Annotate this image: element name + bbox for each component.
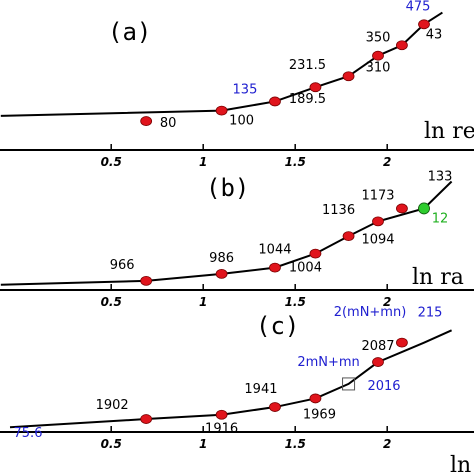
data-label: 80 xyxy=(160,116,177,131)
panel-label: (b) xyxy=(206,174,249,202)
data-label: 100 xyxy=(229,114,254,129)
data-point xyxy=(342,231,355,242)
data-point xyxy=(215,105,228,116)
data-point xyxy=(215,268,228,279)
data-point xyxy=(309,393,322,404)
data-point xyxy=(269,96,281,107)
panel-1: 0.5 1 1.5 2 (a) ln re 80 100 135 189.5 231.5 310 350… xyxy=(0,0,474,169)
data-label: 133 xyxy=(428,169,453,184)
panel-label: (a) xyxy=(108,18,151,46)
data-label: 2087 xyxy=(361,339,394,354)
data-point xyxy=(309,82,322,93)
data-point xyxy=(140,414,153,424)
data-label: 43 xyxy=(426,27,443,42)
data-label: 1916 xyxy=(205,422,238,437)
data-point xyxy=(269,402,281,412)
x-tick-label: 0.5 xyxy=(101,437,122,451)
x-tick-label: 2 xyxy=(383,437,391,451)
data-point xyxy=(215,409,228,420)
data-label: 231.5 xyxy=(289,58,326,73)
data-point xyxy=(342,377,356,391)
x-tick-label: 1.5 xyxy=(285,437,306,451)
data-point xyxy=(372,50,384,61)
data-point xyxy=(309,248,322,259)
data-label: 135 xyxy=(233,82,258,97)
x-tick-label: 1 xyxy=(199,155,207,169)
data-point xyxy=(140,275,153,286)
data-label: 2016 xyxy=(367,379,400,394)
data-point xyxy=(140,116,153,126)
x-tick-label: 0.5 xyxy=(101,155,122,169)
x-tick-label: 1.5 xyxy=(285,295,306,309)
data-label: 986 xyxy=(209,251,234,266)
x-tick-label: 1.5 xyxy=(285,155,306,169)
x-axis-label: ln xyxy=(450,453,471,474)
data-label: 310 xyxy=(366,61,391,76)
x-tick-label: 1 xyxy=(199,295,207,309)
data-label: 1902 xyxy=(96,398,129,413)
data-label: 350 xyxy=(366,31,391,46)
data-label: 1173 xyxy=(361,188,394,203)
panel-2: 0.5 1 1.5 2 (b) ln ra 966 986 1044 1004 1136 1173 10… xyxy=(0,169,474,309)
x-axis-label: ln ra xyxy=(412,265,464,290)
x-tick-label: 2 xyxy=(383,295,391,309)
data-point xyxy=(418,202,430,215)
data-label: 966 xyxy=(110,258,135,273)
data-point xyxy=(372,216,384,227)
data-label: 189.5 xyxy=(289,92,326,107)
x-tick-label: 2 xyxy=(383,155,391,169)
panel-label: (c) xyxy=(256,312,299,340)
x-tick-label: 1 xyxy=(199,437,207,451)
data-point xyxy=(396,40,408,51)
data-label: 1044 xyxy=(258,243,291,258)
data-point xyxy=(396,203,408,214)
data-label: 1136 xyxy=(322,203,355,218)
data-label: 1004 xyxy=(289,261,322,276)
data-label: 475 xyxy=(406,0,431,14)
data-label: 1941 xyxy=(244,382,277,397)
data-point xyxy=(418,19,430,30)
data-point xyxy=(372,357,384,367)
panel-3: 0.5 1 1.5 2 (c) ln 1902 1916 1941 1969 2087 2016 2(m… xyxy=(0,305,474,474)
data-point xyxy=(342,71,355,82)
data-label: 1969 xyxy=(303,407,336,422)
data-label: 2(mN+mn) xyxy=(334,305,407,320)
data-label: 1094 xyxy=(361,232,394,247)
data-label: 2mN+mn xyxy=(297,355,359,370)
data-label: 12 xyxy=(432,211,449,226)
data-label: 75.6 xyxy=(14,426,43,441)
data-label: 215 xyxy=(418,306,443,321)
data-point xyxy=(269,262,281,273)
x-tick-label: 0.5 xyxy=(101,295,122,309)
x-axis-label: ln re xyxy=(424,119,474,144)
data-point xyxy=(396,337,408,348)
